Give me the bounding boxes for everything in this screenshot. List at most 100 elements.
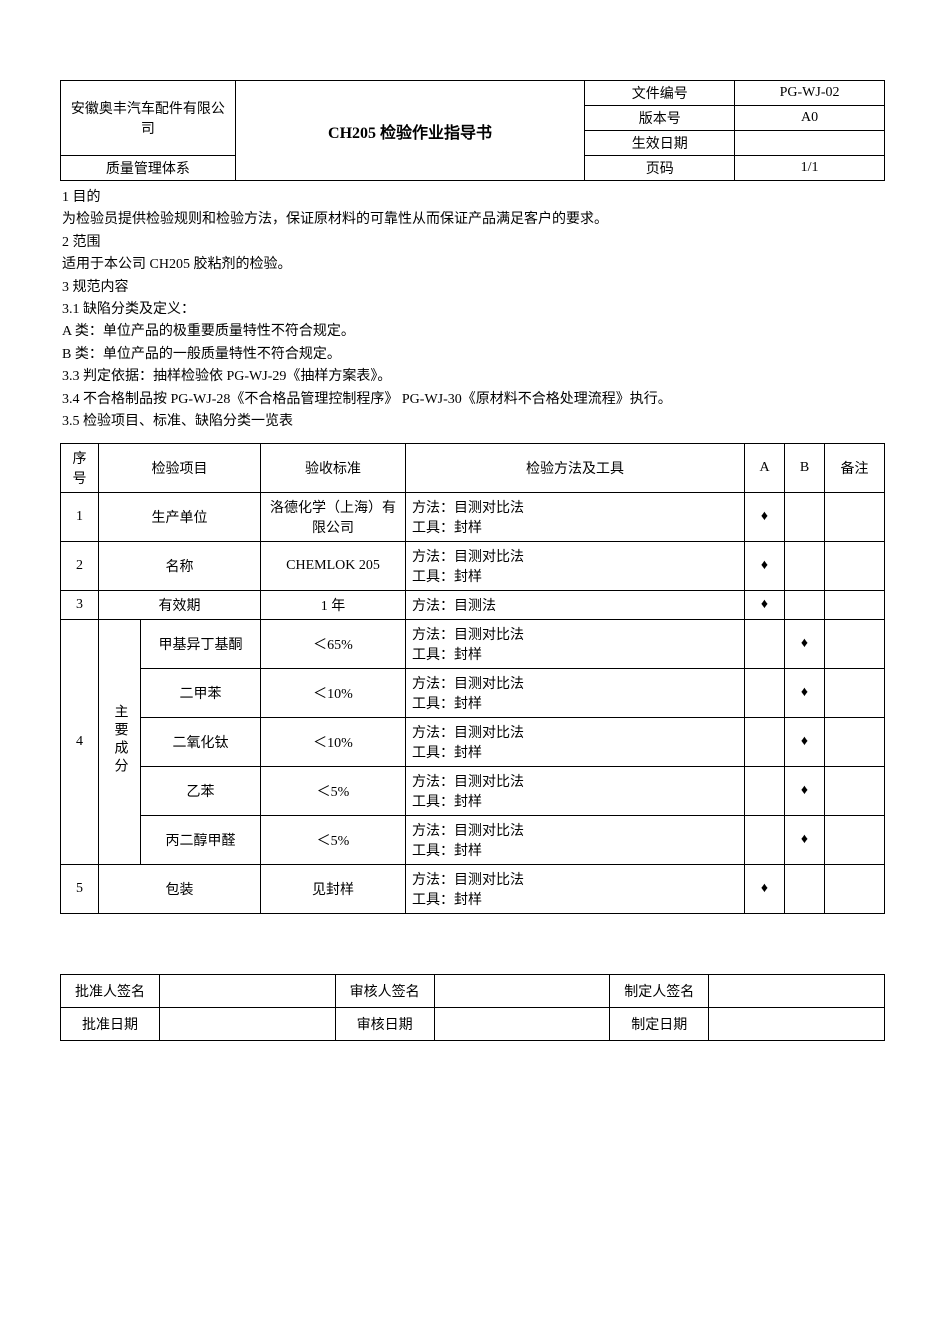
approve-name-value <box>159 975 335 1008</box>
cell-note <box>825 620 885 669</box>
approve-name-label: 批准人签名 <box>61 975 160 1008</box>
signature-table: 批准人签名 审核人签名 制定人签名 批准日期 审核日期 制定日期 <box>60 974 885 1041</box>
col-item: 检验项目 <box>99 444 261 493</box>
company-name: 安徽奥丰汽车配件有限公司 <box>61 81 236 156</box>
cell-group-label: 主要成分 <box>99 620 141 865</box>
cell-a <box>745 669 785 718</box>
col-a: A <box>745 444 785 493</box>
cell-note <box>825 865 885 914</box>
version-value: A0 <box>735 106 885 131</box>
page-label: 页码 <box>585 156 735 181</box>
table-row: 2 名称 CHEMLOK 205 方法：目测对比法工具：封样 ♦ <box>61 542 885 591</box>
cell-item: 生产单位 <box>99 493 261 542</box>
cell-seq: 4 <box>61 620 99 865</box>
table-row: 乙苯 ＜5% 方法：目测对比法工具：封样 ♦ <box>61 767 885 816</box>
cell-item: 乙苯 <box>141 767 261 816</box>
table-row: 丙二醇甲醛 ＜5% 方法：目测对比法工具：封样 ♦ <box>61 816 885 865</box>
cell-a: ♦ <box>745 542 785 591</box>
cell-a <box>745 718 785 767</box>
cell-b: ♦ <box>785 669 825 718</box>
cell-item: 二甲苯 <box>141 669 261 718</box>
make-date-value <box>709 1008 885 1041</box>
review-date-label: 审核日期 <box>335 1008 434 1041</box>
col-b: B <box>785 444 825 493</box>
approve-date-value <box>159 1008 335 1041</box>
cell-method: 方法：目测对比法工具：封样 <box>406 493 745 542</box>
table-row: 1 生产单位 洛德化学（上海）有限公司 方法：目测对比法工具：封样 ♦ <box>61 493 885 542</box>
review-name-label: 审核人签名 <box>335 975 434 1008</box>
cell-std: 1 年 <box>261 591 406 620</box>
cell-item: 包装 <box>99 865 261 914</box>
sec3-5: 3.5 检验项目、标准、缺陷分类一览表 <box>62 411 883 433</box>
cell-a: ♦ <box>745 591 785 620</box>
cell-seq: 1 <box>61 493 99 542</box>
cell-a: ♦ <box>745 865 785 914</box>
effective-value <box>735 131 885 156</box>
cell-note <box>825 542 885 591</box>
page-value: 1/1 <box>735 156 885 181</box>
cell-a <box>745 816 785 865</box>
cell-std: ＜10% <box>261 718 406 767</box>
review-date-value <box>434 1008 610 1041</box>
cell-method: 方法：目测对比法工具：封样 <box>406 767 745 816</box>
col-std: 验收标准 <box>261 444 406 493</box>
doc-title: CH205 检验作业指导书 <box>235 81 585 181</box>
col-seq: 序号 <box>61 444 99 493</box>
cell-seq: 3 <box>61 591 99 620</box>
sec1-text: 为检验员提供检验规则和检验方法，保证原材料的可靠性从而保证产品满足客户的要求。 <box>62 209 883 231</box>
cell-note <box>825 767 885 816</box>
col-note: 备注 <box>825 444 885 493</box>
table-row: 5 包装 见封样 方法：目测对比法工具：封样 ♦ <box>61 865 885 914</box>
sec2-text: 适用于本公司 CH205 胶粘剂的检验。 <box>62 254 883 276</box>
make-name-value <box>709 975 885 1008</box>
cell-item: 二氧化钛 <box>141 718 261 767</box>
cell-b <box>785 542 825 591</box>
cell-std: 洛德化学（上海）有限公司 <box>261 493 406 542</box>
effective-label: 生效日期 <box>585 131 735 156</box>
col-method: 检验方法及工具 <box>406 444 745 493</box>
approve-date-label: 批准日期 <box>61 1008 160 1041</box>
cell-note <box>825 493 885 542</box>
cell-b <box>785 865 825 914</box>
table-row: 4 主要成分 甲基异丁基酮 ＜65% 方法：目测对比法工具：封样 ♦ <box>61 620 885 669</box>
cell-b: ♦ <box>785 767 825 816</box>
sec2-heading: 2 范围 <box>62 232 883 254</box>
cell-method: 方法：目测对比法工具：封样 <box>406 620 745 669</box>
document-body: 1 目的 为检验员提供检验规则和检验方法，保证原材料的可靠性从而保证产品满足客户… <box>60 181 885 433</box>
class-a-def: A 类：单位产品的极重要质量特性不符合规定。 <box>62 321 883 343</box>
class-b-def: B 类：单位产品的一般质量特性不符合规定。 <box>62 344 883 366</box>
cell-item: 名称 <box>99 542 261 591</box>
cell-std: ＜10% <box>261 669 406 718</box>
sec3-3: 3.3 判定依据：抽样检验依 PG-WJ-29《抽样方案表》。 <box>62 366 883 388</box>
cell-b <box>785 493 825 542</box>
cell-method: 方法：目测对比法工具：封样 <box>406 542 745 591</box>
system-name: 质量管理体系 <box>61 156 236 181</box>
cell-method: 方法：目测对比法工具：封样 <box>406 816 745 865</box>
cell-item: 丙二醇甲醛 <box>141 816 261 865</box>
doc-no-label: 文件编号 <box>585 81 735 106</box>
cell-method: 方法：目测对比法工具：封样 <box>406 669 745 718</box>
cell-std: ＜5% <box>261 816 406 865</box>
cell-method: 方法：目测对比法工具：封样 <box>406 865 745 914</box>
doc-no-value: PG-WJ-02 <box>735 81 885 106</box>
cell-std: ＜5% <box>261 767 406 816</box>
cell-note <box>825 669 885 718</box>
cell-a <box>745 767 785 816</box>
document-header-table: 安徽奥丰汽车配件有限公司 CH205 检验作业指导书 文件编号 PG-WJ-02… <box>60 80 885 181</box>
cell-method: 方法：目测法 <box>406 591 745 620</box>
cell-b: ♦ <box>785 718 825 767</box>
cell-b <box>785 591 825 620</box>
sec3-1: 3.1 缺陷分类及定义： <box>62 299 883 321</box>
cell-std: ＜65% <box>261 620 406 669</box>
cell-b: ♦ <box>785 816 825 865</box>
cell-b: ♦ <box>785 620 825 669</box>
cell-a: ♦ <box>745 493 785 542</box>
sec3-4: 3.4 不合格制品按 PG-WJ-28《不合格品管理控制程序》 PG-WJ-30… <box>62 389 883 411</box>
table-row: 二甲苯 ＜10% 方法：目测对比法工具：封样 ♦ <box>61 669 885 718</box>
inspection-table: 序号 检验项目 验收标准 检验方法及工具 A B 备注 1 生产单位 洛德化学（… <box>60 443 885 914</box>
review-name-value <box>434 975 610 1008</box>
cell-note <box>825 591 885 620</box>
cell-method: 方法：目测对比法工具：封样 <box>406 718 745 767</box>
cell-item: 有效期 <box>99 591 261 620</box>
table-row: 二氧化钛 ＜10% 方法：目测对比法工具：封样 ♦ <box>61 718 885 767</box>
